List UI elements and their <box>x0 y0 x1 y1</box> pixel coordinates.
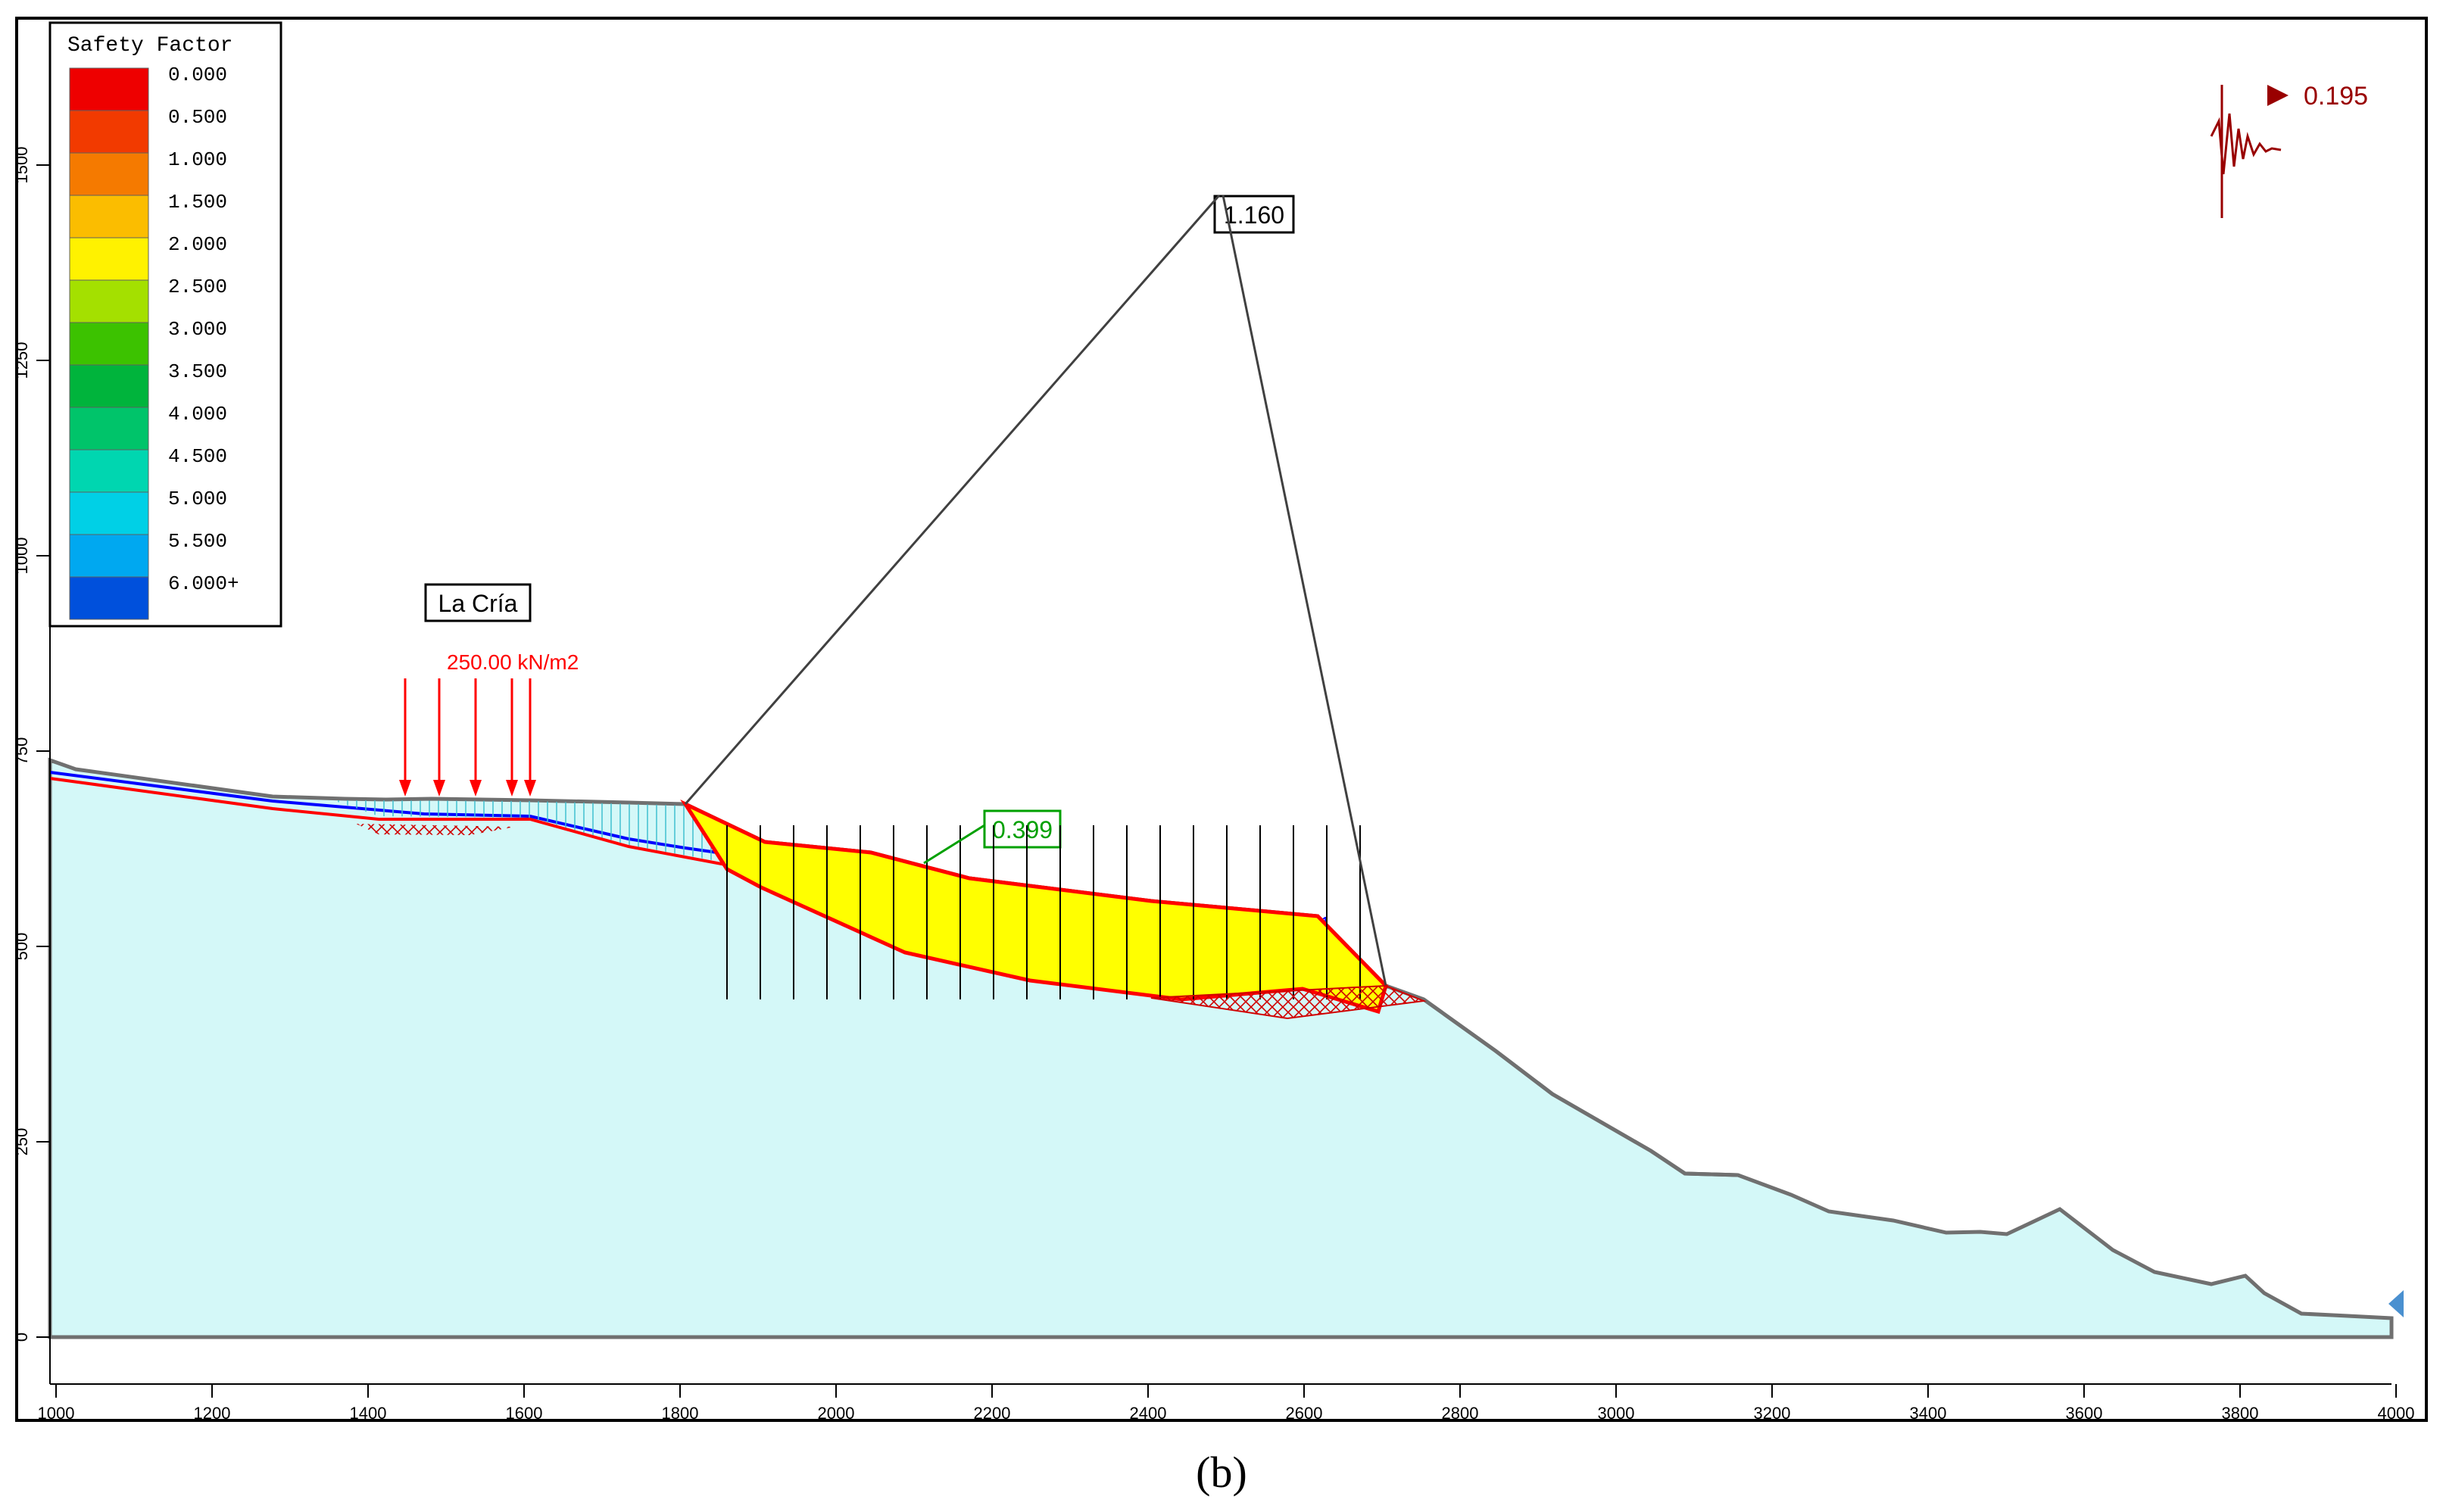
x-tick-label: 3400 <box>1910 1404 1947 1423</box>
legend-label: 5.500 <box>168 530 227 553</box>
legend-swatch <box>69 67 149 111</box>
legend-swatch <box>69 110 149 154</box>
load-arrow-head <box>433 780 445 797</box>
legend-swatch <box>69 407 149 450</box>
legend: Safety Factor 0.000 0.500 1.000 1.500 2.000 2… <box>48 21 282 628</box>
legend-swatch <box>69 195 149 238</box>
legend-swatch <box>69 364 149 408</box>
x-tick-label: 4000 <box>2378 1404 2415 1423</box>
slip-fs-box <box>983 809 1062 849</box>
panel-label: (b) <box>1196 1448 1247 1497</box>
radius-line <box>1222 195 1387 987</box>
load-arrow-head <box>470 780 482 797</box>
y-tick-label: 1250 <box>12 342 31 379</box>
x-tick-label: 2600 <box>1286 1404 1323 1423</box>
x-tick-label: 3200 <box>1754 1404 1791 1423</box>
legend-label: 3.000 <box>168 318 227 341</box>
load-label: 250.00 kN/m2 <box>447 650 579 674</box>
legend-label: 4.500 <box>168 445 227 468</box>
legend-swatch <box>69 449 149 493</box>
radius-line <box>684 195 1221 805</box>
x-tick-label: 1800 <box>662 1404 699 1423</box>
hatched-zone <box>333 800 750 867</box>
legend-title: Safety Factor <box>67 34 232 58</box>
legend-label: 2.000 <box>168 233 227 256</box>
x-tick-label: 1600 <box>506 1404 543 1423</box>
legend-label: 1.500 <box>168 191 227 214</box>
boundary-marker-icon <box>2388 1290 2404 1317</box>
load-arrow-head <box>524 780 536 797</box>
load-arrow-head <box>506 780 518 797</box>
slip-fs: 0.399 <box>992 816 1053 843</box>
y-tick-label: 500 <box>12 933 31 961</box>
y-tick-label: 1500 <box>12 147 31 184</box>
slip-fs-leader <box>923 824 985 865</box>
seismic-arrow-icon <box>2267 85 2289 106</box>
x-tick-label: 2000 <box>818 1404 855 1423</box>
seismic-waveform-icon <box>2210 85 2282 218</box>
x-tick-label: 1000 <box>38 1404 75 1423</box>
seismic-coefficient: 0.195 <box>2304 82 2368 111</box>
legend-swatch <box>69 152 149 196</box>
legend-swatch <box>69 237 149 281</box>
legend-label: 0.000 <box>168 64 227 86</box>
x-axis: 1000 1200 1400 1600 1800 2000 2200 2400 2600 2800… <box>38 1383 2415 1423</box>
upper-slip-surface <box>49 777 750 871</box>
x-tick-label: 2800 <box>1442 1404 1479 1423</box>
x-tick-label: 3800 <box>2222 1404 2259 1423</box>
legend-label: 3.500 <box>168 360 227 383</box>
site-label-box <box>424 583 532 622</box>
y-axis: 0 250 500 750 1000 1250 1500 <box>12 30 51 1384</box>
site-label: La Cría <box>438 590 518 617</box>
legend-label: 1.000 <box>168 148 227 171</box>
x-tick-label: 1200 <box>194 1404 231 1423</box>
legend-swatch <box>69 322 149 366</box>
x-tick-label: 3000 <box>1598 1404 1635 1423</box>
legend-swatch <box>69 576 149 620</box>
min-circle-fs: 1.160 <box>1224 201 1284 229</box>
legend-label: 0.500 <box>168 106 227 129</box>
legend-label: 6.000+ <box>168 572 239 595</box>
x-tick-label: 3600 <box>2066 1404 2103 1423</box>
surcharge-zone <box>356 824 515 835</box>
y-tick-label: 750 <box>12 737 31 765</box>
legend-swatch <box>69 279 149 323</box>
legend-label: 4.000 <box>168 403 227 426</box>
legend-swatch <box>69 491 149 535</box>
x-tick-label: 2200 <box>974 1404 1011 1423</box>
legend-swatch <box>69 534 149 578</box>
toe-zone <box>1150 984 1427 1020</box>
y-tick-label: 250 <box>12 1128 31 1156</box>
legend-label: 5.000 <box>168 488 227 510</box>
load-arrow-head <box>399 780 411 797</box>
legend-label: 2.500 <box>168 276 227 298</box>
y-tick-label: 1000 <box>12 538 31 575</box>
x-tick-label: 2400 <box>1130 1404 1167 1423</box>
y-tick-label: 0 <box>12 1333 31 1342</box>
x-tick-label: 1400 <box>350 1404 387 1423</box>
